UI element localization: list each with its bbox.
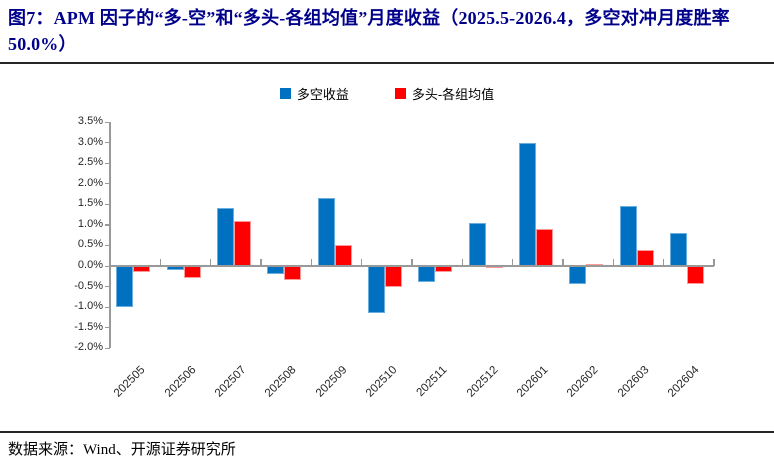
bar-long-minus-group-avg-202505 [133, 266, 151, 273]
bar-long-short-return-202601 [518, 142, 536, 266]
legend-swatch-red-icon [394, 88, 406, 99]
x-axis-label-202602: 202602 [565, 364, 601, 400]
x-axis-tick [159, 259, 162, 266]
bar-long-short-return-202505 [116, 266, 134, 308]
y-axis-tick [105, 347, 110, 349]
legend-swatch-blue-icon [279, 88, 291, 99]
bar-long-minus-group-avg-202507 [233, 220, 251, 266]
y-axis-tick [105, 162, 110, 164]
bar-long-minus-group-avg-202603 [636, 249, 654, 266]
bar-long-short-return-202603 [619, 206, 637, 266]
bar-long-short-return-202509 [317, 198, 335, 266]
y-axis-tick [105, 142, 110, 144]
x-axis-label-202604: 202604 [665, 364, 702, 400]
y-axis-tick-label: 3.0% [77, 135, 103, 148]
chart-legend: 多空收益 多头-各组均值 [0, 84, 774, 103]
y-axis-tick [105, 327, 110, 329]
x-axis-label-202509: 202509 [313, 364, 349, 400]
x-axis-tick [612, 259, 615, 266]
footer-separator-line [0, 431, 774, 433]
figure-title: 图7：APM 因子的“多-空”和“多头-各组均值”月度收益（2025.5-202… [8, 8, 730, 54]
x-axis-tick [511, 259, 514, 266]
x-axis-label-202505: 202505 [112, 364, 148, 400]
bar-long-short-return-202508 [267, 266, 285, 275]
legend-item-long-short: 多空收益 [279, 84, 349, 103]
y-axis-tick [105, 265, 110, 267]
x-axis-tick [209, 259, 212, 266]
x-axis-tick [713, 259, 715, 266]
y-axis-line [109, 122, 111, 349]
y-axis-tick-label: -2.0% [74, 341, 103, 354]
bar-long-minus-group-avg-202509 [334, 245, 352, 266]
bar-long-short-return-202510 [367, 266, 385, 314]
y-axis-tick [105, 183, 110, 185]
x-axis-tick [411, 259, 413, 266]
x-axis-tick [360, 259, 363, 266]
x-axis-tick [109, 259, 111, 266]
y-axis-tick [105, 224, 110, 226]
x-axis-tick [260, 259, 262, 266]
y-axis-tick-label: -1.0% [74, 300, 103, 313]
bar-long-short-return-202511 [418, 266, 436, 283]
bar-long-minus-group-avg-202511 [435, 266, 453, 273]
title-separator-line [0, 62, 774, 64]
y-axis-tick-label: 2.0% [77, 176, 103, 189]
legend-label-long-short: 多空收益 [296, 87, 349, 102]
y-axis-tick-label: 1.0% [77, 217, 103, 230]
data-source-note: 数据来源：Wind、开源证券研究所 [8, 442, 236, 458]
x-axis-label-202506: 202506 [162, 364, 198, 400]
y-axis-tick-label: 3.5% [77, 115, 103, 128]
x-axis-line [110, 265, 714, 267]
x-axis-tick [662, 259, 665, 266]
x-axis-label-202511: 202511 [414, 364, 450, 400]
legend-label-long-avg: 多头-各组均值 [411, 87, 495, 102]
y-axis-tick-label: -1.5% [74, 320, 103, 333]
x-axis-tick [562, 259, 564, 266]
x-axis-tick [310, 259, 313, 266]
y-axis-tick [105, 244, 110, 247]
x-axis-label-202603: 202603 [615, 364, 651, 400]
bar-long-minus-group-avg-202604 [686, 266, 704, 285]
x-axis-label-202512: 202512 [464, 364, 500, 400]
x-axis-label-202508: 202508 [263, 364, 299, 400]
y-axis-tick [105, 121, 110, 123]
bar-long-short-return-202604 [669, 233, 687, 266]
y-axis-tick [105, 203, 110, 206]
y-axis-tick [105, 286, 110, 288]
bar-long-minus-group-avg-202508 [284, 266, 302, 281]
bar-long-minus-group-avg-202506 [183, 266, 201, 279]
bar-long-short-return-202507 [216, 208, 234, 266]
y-axis-tick-label: 0.5% [77, 238, 103, 251]
y-axis-tick-label: 0.0% [77, 259, 103, 271]
bar-long-minus-group-avg-202510 [384, 266, 402, 287]
y-axis-tick [105, 306, 110, 308]
y-axis-tick-label: 1.5% [77, 197, 103, 210]
y-axis-tick-label: -0.5% [74, 279, 103, 292]
legend-item-long-avg: 多头-各组均值 [394, 84, 495, 103]
x-axis-tick [461, 259, 464, 266]
bar-long-minus-group-avg-202601 [535, 229, 553, 266]
bar-long-short-return-202512 [468, 222, 486, 266]
bar-long-short-return-202602 [569, 266, 587, 285]
y-axis-tick-label: 2.5% [77, 156, 103, 169]
